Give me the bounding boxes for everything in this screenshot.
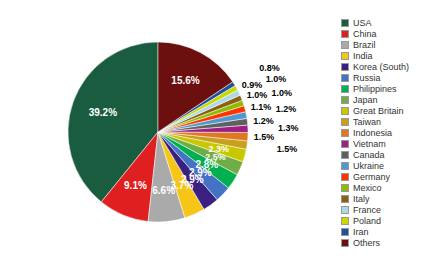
html-text:Philippines: Philippines: [353, 83, 397, 94]
html-text:Taiwan: Taiwan: [353, 116, 381, 127]
svg-text:1.3%: 1.3%: [278, 123, 299, 133]
html-text:Japan: Japan: [353, 94, 378, 105]
html-text:India: India: [353, 50, 373, 61]
html-text:Indonesia: Indonesia: [353, 127, 392, 138]
svg-text:1.0%: 1.0%: [272, 88, 293, 98]
svg-text:1.0%: 1.0%: [247, 90, 268, 100]
svg-text:2.3%: 2.3%: [209, 144, 230, 154]
svg-text:0.8%: 0.8%: [259, 63, 280, 73]
svg-text:15.6%: 15.6%: [171, 75, 199, 86]
svg-text:3.7%: 3.7%: [170, 179, 194, 191]
svg-text:2.9%: 2.9%: [181, 173, 204, 185]
html-text:Mexico: Mexico: [353, 182, 382, 193]
svg-text:2.8%: 2.8%: [195, 158, 219, 170]
html-text:Ukraine: Ukraine: [353, 160, 384, 171]
html-text:Germany: Germany: [353, 171, 390, 182]
svg-text:1.2%: 1.2%: [253, 116, 274, 126]
html-text:Great Britain: Great Britain: [353, 105, 404, 116]
html-text:USA: USA: [353, 17, 372, 28]
html-text:Italy: Italy: [353, 193, 370, 204]
svg-text:39.2%: 39.2%: [89, 107, 117, 118]
svg-text:1.2%: 1.2%: [276, 104, 297, 114]
svg-text:1.1%: 1.1%: [251, 102, 272, 112]
svg-text:6.6%: 6.6%: [152, 184, 176, 196]
html-text:Iran: Iran: [353, 226, 369, 237]
svg-text:1.5%: 1.5%: [254, 132, 275, 142]
svg-text:1.0%: 1.0%: [266, 74, 287, 84]
html-text:Poland: Poland: [353, 215, 381, 226]
html-text:Others: Others: [353, 237, 380, 248]
html-text:Canada: Canada: [353, 149, 385, 160]
html-text:Brazil: Brazil: [353, 39, 376, 50]
svg-text:1.5%: 1.5%: [277, 144, 298, 154]
svg-text:2.9%: 2.9%: [189, 166, 212, 178]
svg-text:2.5%: 2.5%: [205, 152, 226, 162]
html-text:China: China: [353, 28, 377, 39]
html-text:France: France: [353, 204, 381, 215]
svg-text:9.1%: 9.1%: [124, 180, 147, 191]
svg-text:0.9%: 0.9%: [242, 80, 263, 90]
html-text:Korea (South): Korea (South): [353, 61, 409, 72]
html-text:Russia: Russia: [353, 72, 381, 83]
html-text:Vietnam: Vietnam: [353, 138, 386, 149]
